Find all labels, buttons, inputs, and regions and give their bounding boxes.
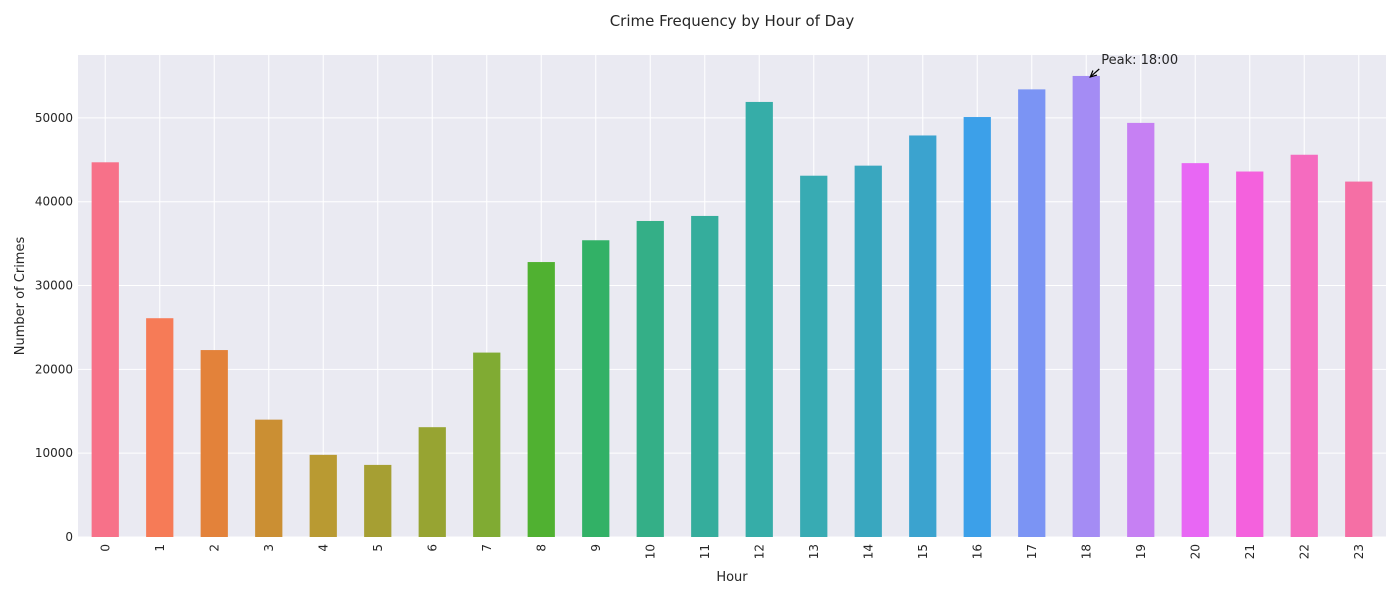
bar-hour-9 (582, 240, 610, 537)
y-tick-label: 20000 (35, 362, 73, 376)
bars (91, 75, 1373, 538)
y-tick-labels: 0 10000 20000 30000 40000 50000 (35, 111, 73, 544)
x-tick-labels: 0 1 2 3 4 5 6 7 8 9 10 11 12 13 14 15 16 17 18 19 20 21 22 23 (98, 544, 1366, 559)
x-tick-label: 11 (698, 544, 712, 559)
bar-hour-13 (800, 175, 828, 537)
x-tick-label: 5 (371, 544, 385, 552)
x-tick-label: 12 (752, 544, 766, 559)
y-tick-label: 30000 (35, 279, 73, 293)
y-tick-label: 40000 (35, 195, 73, 209)
bar-hour-11 (691, 215, 719, 537)
x-tick-label: 0 (98, 544, 112, 552)
bar-hour-19 (1127, 122, 1155, 537)
annotation-arrowhead (1089, 70, 1098, 78)
bar-hour-23 (1345, 181, 1373, 537)
bar-hour-15 (909, 135, 937, 538)
x-tick-label: 14 (861, 544, 875, 559)
x-tick-label: 23 (1352, 544, 1366, 559)
annotation-arrow (1089, 68, 1100, 78)
bar-hour-12 (745, 101, 773, 537)
bar-hour-6 (418, 427, 446, 537)
bar-hour-18 (1072, 75, 1100, 538)
x-tick-label: 8 (534, 544, 548, 552)
x-tick-label: 3 (262, 544, 276, 552)
x-tick-label: 18 (1079, 544, 1093, 559)
bar-hour-20 (1181, 163, 1209, 537)
bar-hour-10 (636, 220, 664, 537)
x-tick-label: 2 (207, 544, 221, 552)
x-tick-label: 13 (807, 544, 821, 559)
x-axis-label: Hour (716, 570, 748, 585)
y-tick-label: 50000 (35, 111, 73, 125)
bar-hour-5 (364, 464, 392, 537)
x-tick-label: 16 (970, 544, 984, 559)
x-tick-label: 21 (1243, 544, 1257, 559)
bar-hour-17 (1018, 89, 1046, 537)
x-tick-label: 9 (589, 544, 603, 552)
bar-hour-8 (527, 262, 555, 537)
peak-annotation: Peak: 18:00 (1089, 53, 1178, 78)
annotation-text: Peak: 18:00 (1101, 53, 1178, 68)
y-tick-label: 0 (65, 530, 73, 544)
x-tick-label: 1 (153, 544, 167, 552)
bar-hour-22 (1290, 154, 1318, 537)
x-tick-label: 6 (425, 544, 439, 552)
x-tick-label: 4 (316, 544, 330, 552)
x-tick-label: 7 (480, 544, 494, 552)
plot-background (78, 55, 1386, 537)
y-tick-label: 10000 (35, 446, 73, 460)
chart-title: Crime Frequency by Hour of Day (610, 12, 855, 30)
x-tick-label: 17 (1025, 544, 1039, 559)
bar-hour-14 (854, 165, 882, 537)
bar-hour-21 (1236, 171, 1264, 538)
bar-hour-7 (473, 352, 501, 537)
bar-hour-16 (963, 117, 991, 537)
bar-hour-1 (146, 318, 174, 537)
x-tick-label: 19 (1134, 544, 1148, 559)
bar-hour-2 (200, 350, 228, 537)
x-tick-label: 10 (643, 544, 657, 559)
bar-hour-0 (91, 162, 119, 537)
x-tick-label: 20 (1188, 544, 1202, 559)
bar-hour-4 (309, 454, 337, 537)
bar-hour-3 (255, 419, 283, 537)
y-axis-label: Number of Crimes (13, 237, 28, 356)
x-tick-label: 22 (1297, 544, 1311, 559)
x-tick-label: 15 (916, 544, 930, 559)
